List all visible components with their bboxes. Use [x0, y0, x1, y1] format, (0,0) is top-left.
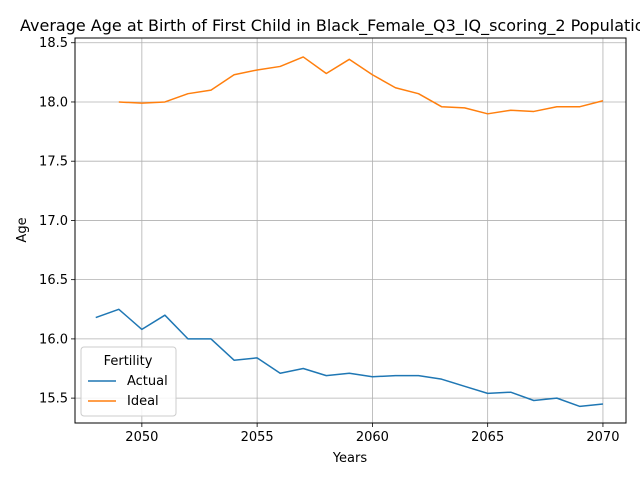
x-tick-label: 2055: [241, 430, 274, 445]
legend-title: Fertility: [104, 354, 153, 369]
x-axis-label: Years: [332, 451, 368, 466]
legend-label-ideal: Ideal: [127, 394, 159, 409]
chart-title: Average Age at Birth of First Child in B…: [20, 16, 640, 36]
y-tick-label: 15.5: [39, 392, 68, 407]
x-axis: 2050 2055 2060 2065 2070: [125, 423, 619, 445]
y-tick-label: 16.0: [39, 332, 68, 347]
series-line-actual: [95, 308, 604, 408]
y-tick-label: 17.5: [39, 155, 68, 170]
y-tick-label: 17.0: [39, 214, 68, 229]
y-tick-label: 16.5: [39, 273, 68, 288]
x-tick-label: 2050: [125, 430, 158, 445]
legend: Fertility Actual Ideal: [80, 346, 177, 417]
legend-label-actual: Actual: [127, 374, 168, 389]
x-tick-label: 2065: [471, 430, 504, 445]
x-tick-label: 2060: [356, 430, 389, 445]
legend-box: [80, 346, 177, 417]
y-axis: 15.5 16.0 16.5 17.0 17.5 18.0 18.5: [39, 36, 75, 407]
series-line-ideal: [118, 56, 604, 115]
plot-area-frame: [74, 37, 627, 424]
x-tick-label: 2070: [586, 430, 619, 445]
y-axis-label: Age: [15, 217, 30, 242]
y-tick-label: 18.0: [39, 95, 68, 110]
series-lines: [95, 56, 604, 408]
y-tick-label: 18.5: [39, 36, 68, 51]
